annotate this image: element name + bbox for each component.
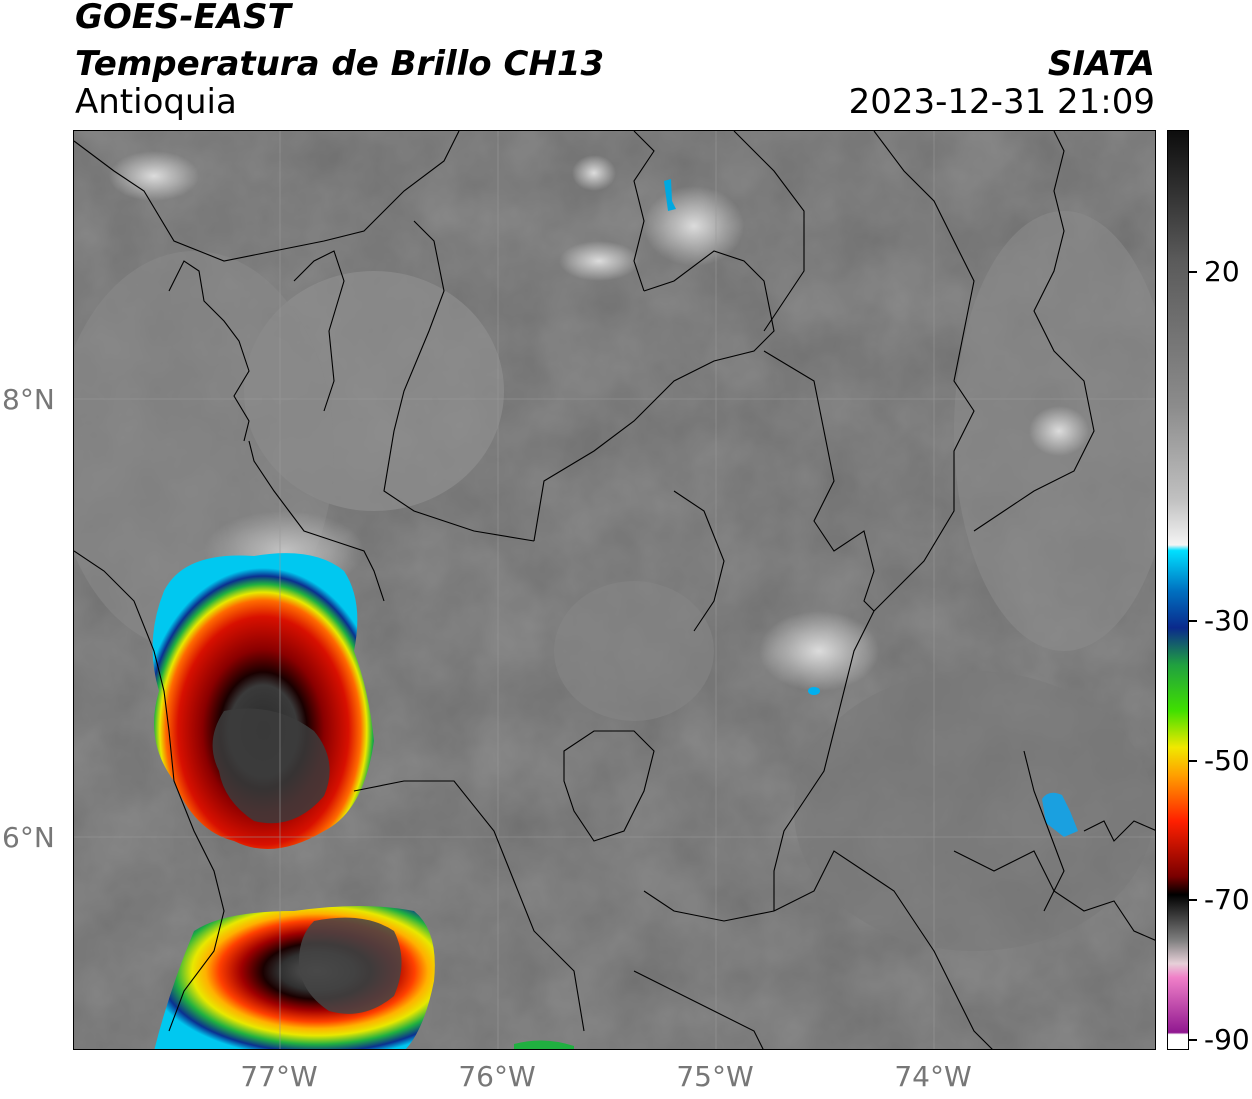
colorbar-tick-label: -90 xyxy=(1204,1023,1250,1056)
colorbar-tick xyxy=(1189,620,1197,622)
timestamp-label: 2023-12-31 21:09 xyxy=(848,82,1155,122)
colorbar-tick-label: -30 xyxy=(1204,604,1250,637)
lon-tick-label: 77°W xyxy=(240,1060,318,1093)
graticule xyxy=(74,131,1155,1049)
colorbar xyxy=(1167,130,1189,1050)
lon-tick-label: 76°W xyxy=(458,1060,536,1093)
map-canvas xyxy=(74,131,1155,1049)
colorbar-tick xyxy=(1189,899,1197,901)
colorbar-tick xyxy=(1189,1039,1197,1041)
satellite-title: GOES-EAST xyxy=(75,0,291,37)
storm-core-north xyxy=(212,708,330,824)
organization-label: SIATA xyxy=(1047,44,1155,84)
borders xyxy=(74,131,1155,1049)
cold-cloud-spot xyxy=(664,179,676,211)
cold-cloud-spot xyxy=(1042,792,1078,837)
satellite-map[interactable] xyxy=(73,130,1156,1050)
colorbar-tick-label: -70 xyxy=(1204,883,1250,916)
storm-core-south xyxy=(299,917,402,1014)
bright-cloud xyxy=(759,611,879,691)
bright-cloud xyxy=(559,241,639,281)
product-title: Temperatura de Brillo CH13 xyxy=(75,44,605,84)
colorbar-gradient xyxy=(1168,131,1188,1049)
colorbar-tick-label: 20 xyxy=(1204,255,1240,288)
cold-cloud-spot xyxy=(514,1040,574,1049)
colorbar-tick xyxy=(1189,271,1197,273)
cold-cloud-spot xyxy=(808,687,820,695)
colorbar-tick xyxy=(1189,760,1197,762)
lon-tick-label: 75°W xyxy=(676,1060,754,1093)
lat-tick-label: 6°N xyxy=(2,821,55,854)
bright-cloud xyxy=(572,155,616,191)
bright-cloud xyxy=(1029,406,1089,456)
region-label: Antioquia xyxy=(75,82,237,122)
bright-cloud xyxy=(109,151,199,201)
lon-tick-label: 74°W xyxy=(894,1060,972,1093)
colorbar-tick-label: -50 xyxy=(1204,744,1250,777)
bright-cloud xyxy=(644,186,744,266)
lat-tick-label: 8°N xyxy=(2,383,55,416)
